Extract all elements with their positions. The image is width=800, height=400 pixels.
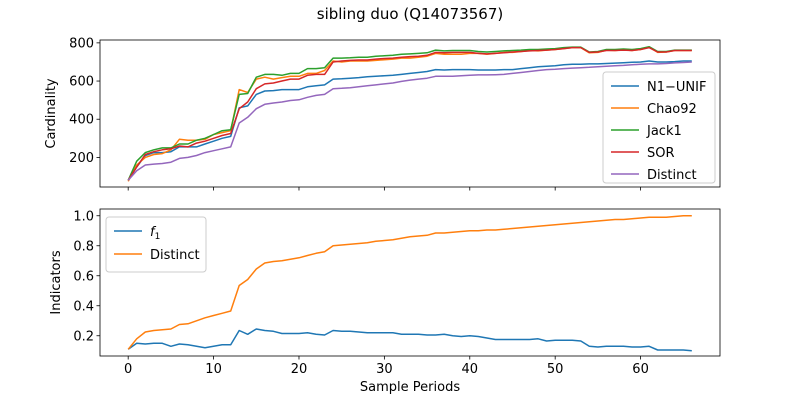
x-tick-label: 30 [376, 362, 393, 377]
series-line-bottom-1 [127, 214, 692, 350]
bottom-panel-indicators: 0 10 20 30 40 50 60 0.2 0.4 0.6 0.8 1.0 Indicators Sa… [49, 208, 721, 395]
legend-label: f1 [150, 225, 160, 242]
top-panel-cardinality: 200 400 600 800 Cardinality N1−UNIF Chao92 Jack… [44, 36, 721, 191]
series-line-top-3 [127, 46, 692, 181]
legend-label: Distinct [150, 248, 200, 263]
x-axis-label: Sample Periods [360, 380, 460, 395]
y-tick-label: 600 [69, 75, 94, 90]
y-tick-label: 1.0 [73, 209, 94, 224]
series-line-top-0 [127, 60, 692, 181]
x-tick-label: 0 [124, 362, 132, 377]
y-tick-label: 200 [69, 151, 94, 166]
y-axis-label: Cardinality [44, 78, 59, 149]
y-tick-label: 0.6 [73, 269, 94, 284]
x-tick-label: 60 [632, 362, 649, 377]
axes-frame [99, 208, 721, 357]
x-tick-label: 10 [205, 362, 222, 377]
legend-label: Jack1 [646, 124, 682, 139]
x-tick-label: 20 [291, 362, 308, 377]
legend-box [105, 216, 207, 273]
legend-label: Chao92 [647, 102, 697, 117]
x-tick-label: 50 [547, 362, 564, 377]
axes-frame [99, 39, 721, 188]
y-tick-label: 0.4 [73, 299, 94, 314]
figure-title: sibling duo (Q14073567) [317, 5, 503, 23]
legend-label: SOR [647, 146, 675, 161]
y-tick-label: 800 [69, 36, 94, 51]
y-tick-label: 0.8 [73, 239, 94, 254]
y-axis-label: Indicators [49, 250, 64, 314]
series-line-top-4 [127, 61, 692, 181]
series-line-bottom-0 [127, 328, 692, 352]
legend-label: Distinct [647, 168, 697, 183]
legend-label: N1−UNIF [647, 80, 706, 95]
y-tick-label: 0.2 [73, 329, 94, 344]
legend-box [602, 71, 716, 184]
y-tick-label: 400 [69, 113, 94, 128]
x-tick-label: 40 [462, 362, 479, 377]
